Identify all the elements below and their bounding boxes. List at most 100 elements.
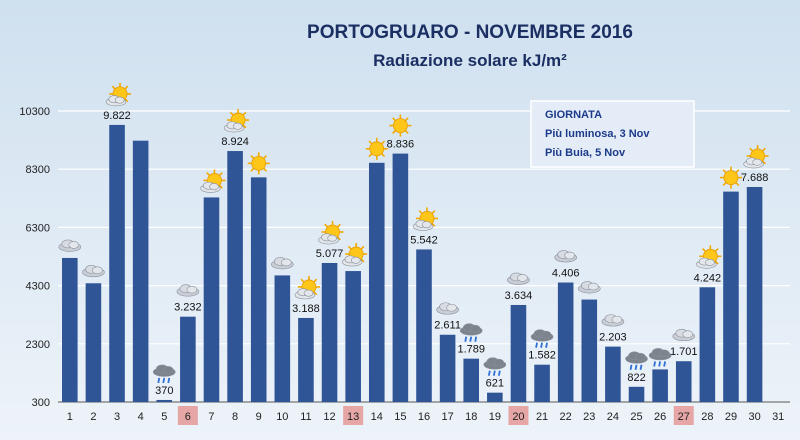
cloud-icon bbox=[601, 314, 625, 327]
cloud-icon bbox=[577, 281, 601, 294]
y-tick-label: 6300 bbox=[26, 222, 50, 234]
note-line-darkest: Più Buia, 5 Nov bbox=[545, 147, 626, 159]
cloud-icon bbox=[507, 272, 530, 285]
bar-day-5 bbox=[156, 399, 173, 402]
x-tick-label: 3 bbox=[114, 411, 120, 423]
x-tick-label: 29 bbox=[725, 411, 737, 423]
rain-cloud-icon bbox=[459, 323, 483, 342]
sun-cloud-icon bbox=[200, 169, 226, 193]
x-tick-label: 26 bbox=[654, 411, 666, 423]
x-tick-label: 20 bbox=[512, 411, 524, 423]
x-tick-label: 15 bbox=[394, 411, 406, 423]
bar-day-8 bbox=[227, 151, 243, 402]
bar-day-15 bbox=[392, 153, 409, 402]
x-tick-label: 11 bbox=[300, 411, 311, 423]
rain-cloud-icon bbox=[648, 348, 672, 367]
data-labels: 9.822 370 3.232 8.924 3.188 5.077 8.836 5.542 2.… bbox=[103, 110, 768, 397]
cloud-icon bbox=[58, 239, 82, 252]
sun-cloud-icon bbox=[223, 109, 250, 133]
note-box: GIORNATA Più luminosa, 3 Nov Più Buia, 5… bbox=[530, 100, 695, 168]
x-tick-label: 19 bbox=[489, 411, 501, 423]
data-label: 4.406 bbox=[552, 268, 580, 280]
sun-cloud-icon bbox=[412, 207, 438, 231]
x-tick-label: 6 bbox=[185, 411, 191, 423]
bar-day-12 bbox=[321, 262, 338, 402]
x-tick-label: 9 bbox=[256, 411, 262, 423]
bar-day-2 bbox=[85, 283, 102, 402]
highlight-box-day-20 bbox=[508, 406, 529, 425]
x-tick-label: 22 bbox=[560, 411, 572, 423]
data-label: 2.611 bbox=[434, 320, 461, 332]
data-label: 2.203 bbox=[599, 332, 627, 344]
y-tick-label: 10300 bbox=[19, 106, 50, 118]
bar-day-17 bbox=[439, 334, 456, 402]
bar-day-1 bbox=[62, 257, 78, 402]
sun-cloud-icon bbox=[341, 243, 368, 267]
bar-day-22 bbox=[557, 282, 574, 402]
x-tick-label: 23 bbox=[583, 411, 595, 423]
x-tick-label: 31 bbox=[772, 411, 784, 423]
sun-cloud-icon bbox=[696, 245, 722, 269]
x-tick-label: 28 bbox=[701, 411, 713, 423]
data-label: 822 bbox=[627, 372, 645, 384]
y-axis-ticks: 10300 8300 6300 4300 2300 300 bbox=[19, 106, 50, 409]
x-tick-label: 18 bbox=[465, 411, 477, 423]
x-tick-label: 13 bbox=[347, 411, 359, 423]
x-tick-label: 27 bbox=[678, 411, 690, 423]
highlight-box-day-6 bbox=[177, 406, 198, 425]
rain-cloud-icon bbox=[530, 329, 554, 348]
bars bbox=[62, 124, 763, 403]
sun-cloud-icon bbox=[743, 145, 769, 169]
bar-day-20 bbox=[510, 304, 527, 402]
x-tick-label: 17 bbox=[441, 411, 453, 423]
x-tick-label: 2 bbox=[90, 411, 96, 423]
cloud-icon bbox=[82, 264, 105, 278]
x-tick-label: 30 bbox=[748, 411, 760, 423]
x-tick-label: 5 bbox=[161, 411, 167, 423]
x-tick-label: 1 bbox=[67, 411, 73, 423]
data-label: 9.822 bbox=[103, 110, 131, 122]
y-tick-label: 300 bbox=[32, 397, 50, 409]
x-tick-label: 24 bbox=[607, 411, 619, 423]
data-label: 5.542 bbox=[410, 234, 438, 246]
data-label: 7.688 bbox=[741, 172, 769, 184]
note-line-brightest: Più luminosa, 3 Nov bbox=[545, 128, 650, 140]
highlight-boxes bbox=[177, 406, 694, 425]
sun-cloud-icon bbox=[318, 220, 344, 245]
bar-day-6 bbox=[180, 316, 196, 402]
bar-day-30 bbox=[746, 187, 763, 402]
x-tick-label: 25 bbox=[630, 411, 642, 423]
bar-day-14 bbox=[368, 162, 385, 402]
data-label: 8.836 bbox=[387, 139, 415, 151]
note-title: GIORNATA bbox=[545, 109, 602, 121]
bar-day-11 bbox=[298, 317, 314, 402]
chart-subtitle: Radiazione solare kJ/m² bbox=[373, 51, 567, 70]
x-tick-label: 8 bbox=[232, 411, 238, 423]
bar-day-19 bbox=[487, 392, 503, 402]
data-label: 4.242 bbox=[694, 272, 722, 284]
rain-cloud-icon bbox=[625, 351, 648, 370]
x-axis-ticks: 1 2 3 4 5 6 7 8 9 10 11 12 13 14 15 16 17 18 19 20 21 22 23 24 2… bbox=[67, 411, 785, 423]
cloud-icon bbox=[672, 328, 696, 342]
bar-day-7 bbox=[203, 197, 220, 402]
data-label: 1.789 bbox=[457, 344, 485, 356]
bar-day-26 bbox=[652, 369, 668, 402]
x-tick-label: 16 bbox=[418, 411, 430, 423]
data-label: 1.701 bbox=[670, 346, 698, 358]
x-tick-label: 14 bbox=[371, 411, 383, 423]
bar-day-13 bbox=[345, 271, 361, 402]
data-label: 3.232 bbox=[174, 302, 202, 314]
bar-day-10 bbox=[274, 275, 291, 402]
sun-icon bbox=[389, 114, 412, 137]
x-tick-label: 4 bbox=[138, 411, 144, 423]
bar-day-21 bbox=[534, 364, 550, 402]
chart-title: PORTOGRUARO - NOVEMBRE 2016 bbox=[307, 22, 633, 43]
data-label: 621 bbox=[486, 378, 504, 390]
bar-day-18 bbox=[463, 358, 480, 402]
data-label: 3.634 bbox=[505, 290, 533, 302]
bar-day-16 bbox=[416, 249, 432, 402]
rain-cloud-icon bbox=[483, 357, 507, 376]
bar-day-29 bbox=[723, 191, 739, 402]
sun-cloud-icon bbox=[294, 275, 320, 300]
